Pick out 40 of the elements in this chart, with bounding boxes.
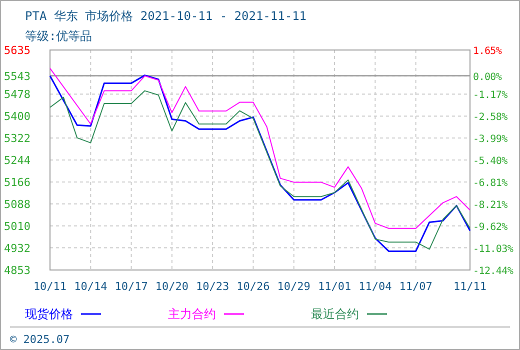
y-tick-label: 4932 <box>4 242 30 255</box>
x-tick-label: 10/20 <box>155 280 188 293</box>
x-tick-label: 10/17 <box>114 280 148 293</box>
y-tick-label: 5322 <box>4 132 30 146</box>
chart-subtitle: 等级:优等品 <box>25 29 92 43</box>
y2-tick-label: 0.00% <box>473 72 502 83</box>
x-tick-label: 10/23 <box>196 280 230 293</box>
y2-tick-label: -3.99% <box>473 134 508 146</box>
y-tick-label: 5543 <box>4 70 30 83</box>
y-tick-label: 5010 <box>4 220 30 233</box>
legend-label: 现货价格 <box>25 307 73 321</box>
y-tick-label: 4853 <box>4 264 30 277</box>
y-tick-label: 5400 <box>4 110 30 124</box>
y2-tick-label: -9.62% <box>473 222 508 233</box>
x-tick-label: 11/01 <box>318 280 352 293</box>
x-tick-label: 10/29 <box>277 280 310 293</box>
x-tick-label: 11/07 <box>399 280 432 293</box>
chart-title: PTA 华东 市场价格 2021-10-11 - 2021-11-11 <box>25 9 307 23</box>
y2-tick-label: -11.03% <box>473 244 514 255</box>
legend-label: 最近合约 <box>311 307 359 321</box>
line-series <box>50 68 470 229</box>
legend-label: 主力合约 <box>168 307 216 321</box>
y2-tick-label: 1.65% <box>473 46 502 57</box>
x-tick-label: 11/11 <box>453 280 487 293</box>
y2-tick-label: -5.40% <box>473 156 508 168</box>
y2-tick-label: -1.17% <box>473 90 508 102</box>
y-tick-label: 5635 <box>4 44 30 57</box>
x-tick-label: 11/04 <box>358 280 392 293</box>
x-tick-label: 10/11 <box>33 280 67 293</box>
y-tick-label: 5166 <box>4 176 30 189</box>
y-tick-label: 5244 <box>4 154 31 167</box>
y2-tick-label: -6.81% <box>473 178 508 190</box>
y-tick-label: 5088 <box>4 198 30 211</box>
text: © 2025.07 <box>10 333 70 346</box>
y-tick-label: 5478 <box>4 88 30 102</box>
y2-tick-label: -2.58% <box>473 112 508 124</box>
x-tick-label: 10/14 <box>74 280 108 293</box>
y2-tick-label: -12.44% <box>473 266 514 277</box>
x-tick-label: 10/26 <box>236 280 270 293</box>
y2-tick-label: -8.21% <box>473 200 508 211</box>
